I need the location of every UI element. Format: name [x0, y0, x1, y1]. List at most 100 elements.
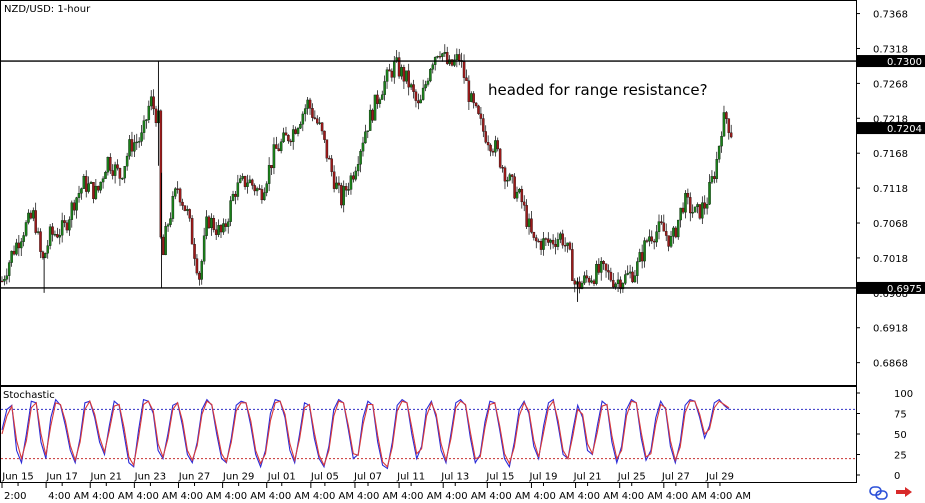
- candle-body: [407, 70, 410, 88]
- price-tag: [857, 122, 925, 135]
- x-time-label: 2:00: [4, 491, 26, 502]
- candle-body: [689, 197, 692, 214]
- candle-body: [359, 150, 362, 165]
- candle-body: [494, 140, 497, 153]
- candle-body: [104, 172, 107, 179]
- candle-body: [294, 129, 297, 134]
- x-time-label: 4:00 AM: [533, 491, 574, 502]
- candle-body: [27, 212, 30, 223]
- candle-body: [453, 59, 456, 66]
- candle-body: [465, 77, 468, 81]
- stochastic-line: [1, 399, 730, 468]
- x-time-label: 4:00 AM: [269, 491, 310, 502]
- candle-body: [323, 130, 326, 140]
- candle-body: [243, 176, 247, 187]
- candle-body: [258, 188, 261, 190]
- candle-body: [380, 94, 384, 100]
- candle-body: [400, 67, 403, 77]
- x-date-label: Jul 01: [267, 472, 296, 483]
- candle-body: [441, 53, 444, 57]
- candle-body: [633, 275, 637, 283]
- candle-body: [277, 148, 281, 152]
- candle-body: [669, 236, 673, 247]
- candle-body: [378, 99, 382, 104]
- candle-body: [212, 218, 216, 230]
- candle-body: [445, 52, 449, 64]
- candle-body: [431, 64, 435, 70]
- y-tick-label: 0.7218: [873, 114, 908, 125]
- candle-body: [275, 144, 278, 149]
- link-icon[interactable]: [869, 486, 888, 500]
- candle-body: [48, 226, 52, 246]
- candle-body: [489, 144, 492, 152]
- candle-body: [0, 280, 4, 283]
- candle-body: [169, 218, 172, 225]
- candle-body: [171, 196, 175, 219]
- candle-body: [22, 235, 25, 242]
- y-tick-label: 0.6868: [873, 359, 908, 370]
- candle-body: [457, 54, 461, 61]
- candle-body: [561, 233, 564, 246]
- candle-body: [426, 80, 430, 85]
- candle-body: [664, 231, 668, 236]
- candle-body: [479, 113, 483, 119]
- candle-body: [68, 219, 71, 231]
- candle-body: [405, 70, 408, 82]
- candle-body: [193, 243, 196, 259]
- candle-body: [667, 235, 670, 247]
- candle-body: [486, 142, 490, 146]
- candle-body: [542, 238, 545, 250]
- candle-body: [412, 84, 415, 92]
- candlestick-series: [0, 44, 733, 302]
- candle-body: [190, 218, 194, 245]
- arrow-right-icon[interactable]: [896, 487, 912, 497]
- candle-body: [142, 120, 146, 133]
- candle-body: [202, 235, 206, 262]
- candle-body: [320, 122, 324, 132]
- candle-body: [152, 96, 155, 110]
- candle-body: [462, 61, 466, 78]
- candle-body: [56, 234, 59, 238]
- candle-body: [650, 236, 654, 242]
- x-time-label: 4:00 AM: [578, 491, 619, 502]
- candle-body: [282, 132, 285, 142]
- candle-body: [364, 131, 367, 144]
- x-time-label: 4:00 AM: [666, 491, 707, 502]
- y-tick-label: 0.7068: [873, 219, 908, 230]
- candle-body: [414, 91, 418, 101]
- candle-body: [424, 84, 427, 89]
- candle-body: [335, 182, 338, 189]
- x-date-label: Jul 05: [310, 472, 339, 483]
- candle-body: [660, 221, 663, 223]
- candle-body: [318, 122, 321, 124]
- candle-body: [198, 272, 201, 280]
- candle-body: [397, 57, 401, 77]
- candle-body: [607, 270, 610, 273]
- candle-body: [161, 236, 165, 256]
- candle-body: [344, 186, 348, 191]
- candle-body: [349, 175, 353, 190]
- candle-body: [614, 283, 617, 288]
- candle-body: [361, 142, 365, 152]
- candle-body: [291, 129, 295, 143]
- candle-body: [655, 231, 658, 243]
- candle-body: [44, 253, 47, 258]
- candle-body: [284, 132, 288, 136]
- candle-body: [118, 168, 122, 179]
- candle-body: [60, 220, 64, 236]
- candle-body: [672, 227, 675, 237]
- candle-body: [571, 249, 574, 281]
- candle-body: [125, 155, 129, 167]
- candle-body: [624, 274, 627, 284]
- candle-body: [559, 233, 562, 240]
- candle-body: [693, 206, 697, 213]
- candle-body: [222, 223, 225, 233]
- candle-body: [450, 59, 454, 66]
- candle-body: [580, 282, 584, 289]
- candle-body: [3, 279, 6, 282]
- y-tick-label: 0.6968: [873, 289, 908, 300]
- candle-body: [498, 148, 502, 168]
- candle-body: [725, 112, 728, 119]
- candle-body: [388, 69, 391, 72]
- candle-body: [640, 252, 644, 262]
